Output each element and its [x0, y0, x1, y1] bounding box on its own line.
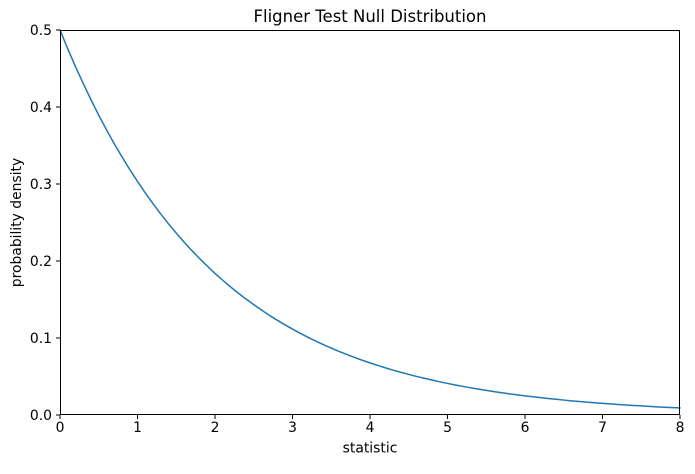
- plot-area: 0 1 2 3 4 5 6 7 8 0.0 0.1 0.2 0.3 0.4 0.5: [30, 23, 685, 436]
- x-tick-label: 8: [676, 420, 685, 436]
- x-tick-label: 6: [521, 420, 530, 436]
- x-tick-label: 7: [598, 420, 607, 436]
- x-tick-label: 3: [288, 420, 297, 436]
- x-tick-label: 5: [443, 420, 452, 436]
- y-tick-label: 0.3: [30, 177, 52, 193]
- y-tick-label: 0.1: [30, 331, 52, 347]
- x-tick-label: 2: [211, 420, 220, 436]
- axes-frame: [60, 30, 680, 415]
- y-tick-label: 0.2: [30, 254, 52, 270]
- y-axis-label: probability density: [9, 158, 25, 287]
- x-axis-label: statistic: [343, 441, 398, 457]
- y-tick-label: 0.5: [30, 23, 52, 39]
- y-tick-label: 0.4: [30, 100, 52, 116]
- chart-title: Fligner Test Null Distribution: [254, 7, 487, 26]
- distribution-curve: [59, 29, 681, 409]
- x-tick-label: 4: [366, 420, 375, 436]
- x-tick-label: 1: [133, 420, 142, 436]
- x-tick-label: 0: [56, 420, 65, 436]
- y-tick-label: 0.0: [30, 408, 52, 424]
